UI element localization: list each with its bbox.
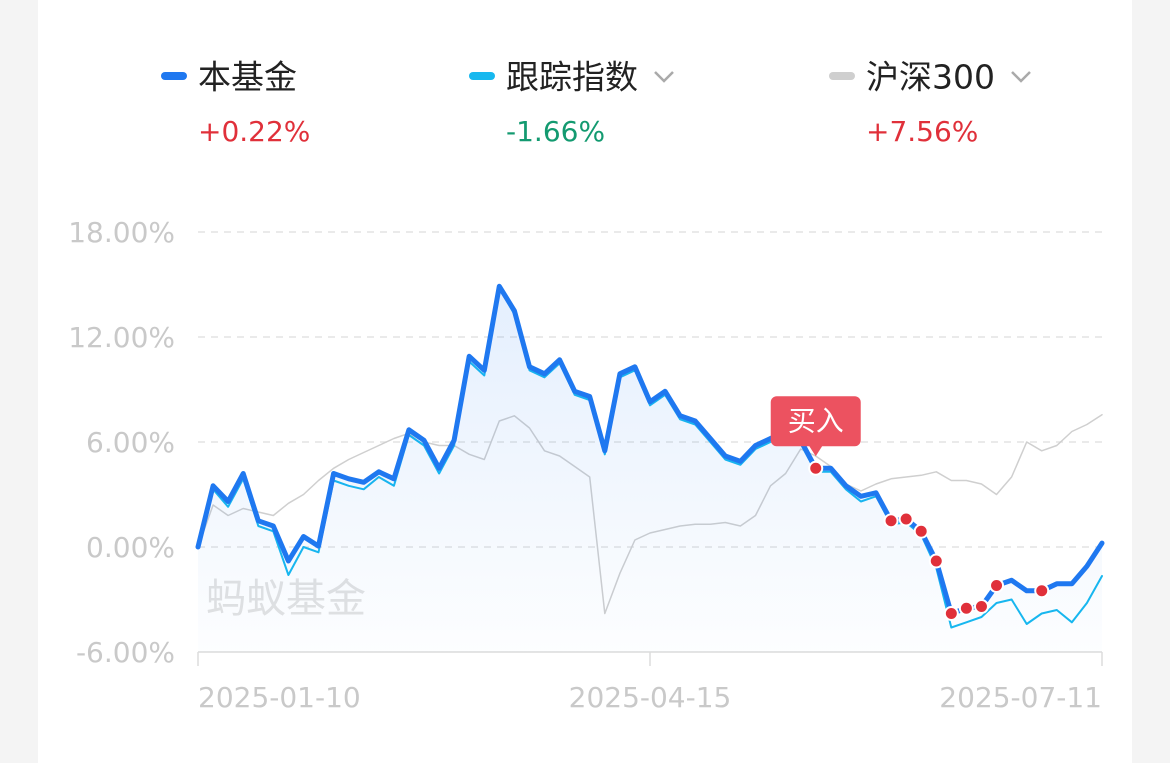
legend: 本基金 +0.22% 跟踪指数 -1.66% 沪深300 +7.56% <box>161 58 1031 149</box>
legend-change: +0.22% <box>198 115 310 148</box>
y-tick-label: -6.00% <box>76 636 175 669</box>
x-tick-label: 2025-07-11 <box>939 681 1102 714</box>
area-fill <box>198 286 1102 652</box>
plot: -6.00% 0.00% 6.00% 12.00% 18.00% 2025-01-10 20… <box>68 216 1105 714</box>
legend-label: 跟踪指数 <box>506 58 638 97</box>
dropdown-chevron <box>654 71 674 83</box>
legend-label: 沪深300 <box>866 58 995 97</box>
legend-item[interactable]: 本基金 +0.22% <box>161 58 310 149</box>
buy-marker <box>943 606 959 621</box>
legend-change: -1.66% <box>506 115 605 148</box>
tooltip-box <box>770 396 861 447</box>
y-tick-label: 12.00% <box>68 321 175 354</box>
buy-marker <box>898 511 914 527</box>
y-tick-label: 6.00% <box>86 426 175 459</box>
buy-marker <box>973 599 989 614</box>
y-tick-label: 18.00% <box>68 216 175 249</box>
buy-tooltip: 买入 <box>770 396 861 457</box>
y-tick-label: 0.00% <box>86 531 175 564</box>
buy-marker <box>913 523 929 539</box>
x-tick-label: 2025-04-15 <box>569 681 732 714</box>
x-tick-label: 2025-01-10 <box>198 681 361 714</box>
dropdown-chevron <box>1011 71 1031 83</box>
legend-item[interactable]: 跟踪指数 -1.66% <box>469 58 674 149</box>
tooltip-pointer <box>808 445 823 457</box>
legend-label: 本基金 <box>198 58 297 97</box>
buy-marker <box>1034 583 1050 599</box>
buy-marker <box>928 553 944 569</box>
buy-marker <box>883 513 899 529</box>
buy-marker <box>989 578 1005 593</box>
tooltip-label: 买入 <box>788 404 844 437</box>
buy-marker <box>958 600 974 616</box>
buy-marker <box>808 460 824 476</box>
legend-item[interactable]: 沪深300 +7.56% <box>829 58 1031 149</box>
legend-change: +7.56% <box>866 115 978 148</box>
